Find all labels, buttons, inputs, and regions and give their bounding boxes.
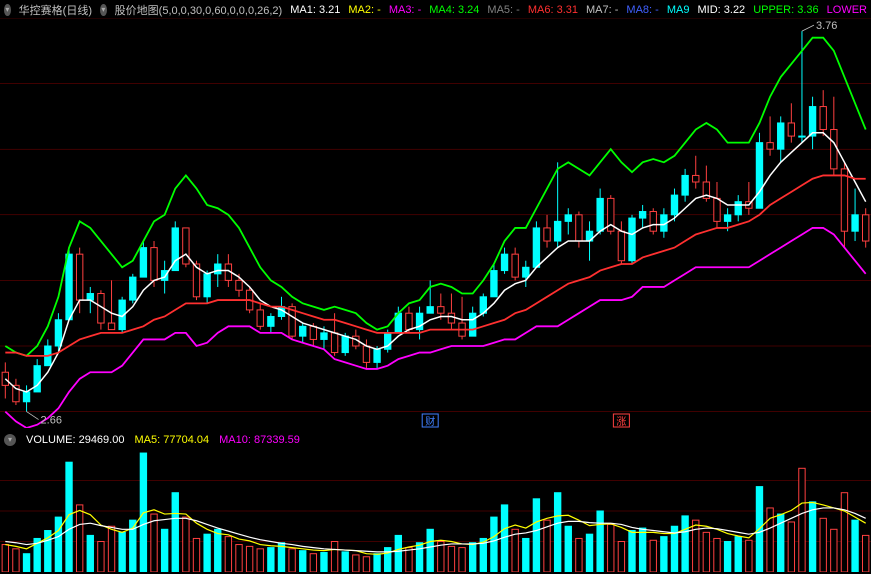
volume-label: VOLUME: 29469.00	[26, 434, 124, 446]
ma3-label: MA3: -	[389, 4, 421, 16]
volume-chart[interactable]	[0, 450, 871, 572]
price-header: ▾ 华控赛格(日线) ▾ 股价地图(5,0,0,30,0,60,0,0,0,26…	[4, 2, 867, 18]
lower-label: LOWER	[827, 4, 867, 16]
svg-text:3.76: 3.76	[816, 20, 837, 32]
ma4-label: MA4: 3.24	[429, 4, 479, 16]
vol-collapse-icon[interactable]: ▾	[4, 434, 16, 446]
collapse-icon[interactable]: ▾	[4, 4, 11, 16]
price-chart[interactable]: 2.66 3.76 财 涨	[0, 18, 871, 428]
ma2-label: MA2: -	[348, 4, 380, 16]
indicator-name: 股价地图(5,0,0,30,0,60,0,0,0,26,2)	[115, 2, 283, 18]
ma1-label: MA1: 3.21	[290, 4, 340, 16]
ma6-label: MA6: 3.31	[528, 4, 578, 16]
svg-text:2.66: 2.66	[41, 415, 62, 427]
stock-name: 华控赛格(日线)	[19, 2, 92, 18]
ma8-label: MA8: -	[626, 4, 658, 16]
ma5-label: MA5: -	[487, 4, 519, 16]
volume-header: ▾ VOLUME: 29469.00 MA5: 77704.04 MA10: 8…	[4, 432, 867, 448]
vol-ma5-label: MA5: 77704.04	[134, 434, 209, 446]
indicator-toggle-icon[interactable]: ▾	[100, 4, 107, 16]
mid-label: MID: 3.22	[697, 4, 745, 16]
ma7-label: MA7: -	[586, 4, 618, 16]
upper-label: UPPER: 3.36	[753, 4, 818, 16]
ma9-label: MA9	[667, 4, 690, 16]
vol-ma10-label: MA10: 87339.59	[219, 434, 300, 446]
svg-text:财: 财	[425, 415, 435, 428]
svg-text:涨: 涨	[616, 416, 626, 428]
